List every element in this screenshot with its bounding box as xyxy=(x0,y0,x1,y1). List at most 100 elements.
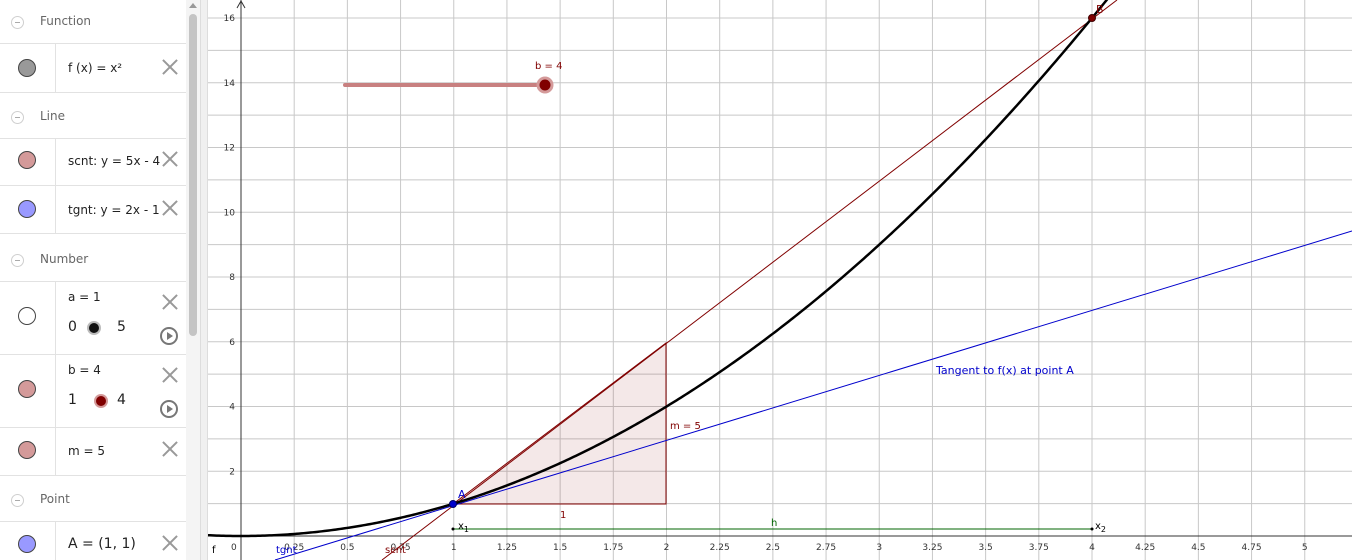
marker-cell xyxy=(0,428,56,475)
slider-b-point[interactable] xyxy=(536,76,554,94)
delete-icon[interactable] xyxy=(160,365,180,385)
collapse-icon[interactable] xyxy=(11,494,24,507)
marker-cell xyxy=(0,282,56,354)
delete-icon[interactable] xyxy=(160,292,180,312)
visibility-toggle-icon[interactable] xyxy=(18,380,36,398)
collapse-icon[interactable] xyxy=(11,254,24,267)
visibility-toggle-icon[interactable] xyxy=(18,151,36,169)
y-tick-labels: 2 4 6 8 10 12 14 16 xyxy=(224,14,236,477)
algebra-item-a[interactable]: a = 1 0 5 xyxy=(0,282,186,355)
x-tick-label: 0 xyxy=(231,543,237,553)
x-tick-label: 3.5 xyxy=(978,543,992,553)
f-label: f xyxy=(212,545,216,556)
y-tick-label: 12 xyxy=(224,144,235,154)
x-tick-label: 3.75 xyxy=(1029,543,1049,553)
algebra-item-scnt[interactable]: scnt: y = 5x - 4 xyxy=(0,139,186,186)
graphics-view[interactable]: 0 0.25 0.5 0.75 1 1.25 1.5 1.75 2 2.25 2.5 2.75 3 3.2… xyxy=(208,0,1352,560)
slope-triangle[interactable] xyxy=(451,341,667,505)
delete-icon[interactable] xyxy=(160,149,180,169)
scnt-label: scnt xyxy=(385,545,406,556)
collapse-icon[interactable] xyxy=(11,16,24,29)
x2-label: x2 xyxy=(1095,521,1106,534)
algebra-item-m[interactable]: m = 5 xyxy=(0,428,186,476)
visibility-toggle-icon[interactable] xyxy=(18,441,36,459)
visibility-toggle-icon[interactable] xyxy=(18,535,36,553)
group-title: Number xyxy=(40,252,89,266)
delete-icon[interactable] xyxy=(160,533,180,553)
marker-cell xyxy=(0,44,56,92)
x1-label: x1 xyxy=(458,521,469,534)
algebra-item-A[interactable]: A = (1, 1) xyxy=(0,522,186,560)
collapse-icon[interactable] xyxy=(11,111,24,124)
definition-text[interactable]: a = 1 xyxy=(68,290,101,304)
visibility-toggle-icon[interactable] xyxy=(18,307,36,325)
group-header-point[interactable]: Point xyxy=(0,478,186,522)
x-tick-label: 1 xyxy=(451,543,457,553)
y-tick-label: 10 xyxy=(224,208,236,218)
group-header-number[interactable]: Number xyxy=(0,238,186,282)
definition-text[interactable]: scnt: y = 5x - 4 xyxy=(68,154,161,168)
x-tick-label: 4.5 xyxy=(1191,543,1205,553)
marker-cell xyxy=(0,355,56,427)
visibility-toggle-icon[interactable] xyxy=(18,59,36,77)
group-title: Line xyxy=(40,109,66,123)
slider-max: 4 xyxy=(117,392,126,408)
scroll-thumb[interactable] xyxy=(189,14,197,336)
slider-max: 5 xyxy=(117,319,126,335)
y-tick-label: 4 xyxy=(229,403,235,413)
definition-text[interactable]: f (x) = x² xyxy=(68,61,123,75)
definition-text[interactable]: tgnt: y = 2x - 1 xyxy=(68,203,160,217)
algebra-view: Function f (x) = x² Line scnt: y = 5x - … xyxy=(0,0,187,560)
slider-a-knob[interactable] xyxy=(87,321,101,335)
x-tick-label: 2.75 xyxy=(816,543,836,553)
group-header-function[interactable]: Function xyxy=(0,0,186,44)
x-tick-label: 3 xyxy=(876,543,882,553)
x2-marker xyxy=(1090,527,1094,531)
definition-text[interactable]: b = 4 xyxy=(68,363,101,377)
x-tick-label: 2 xyxy=(664,543,670,553)
x-tick-label: 1.75 xyxy=(603,543,623,553)
x-tick-label: 4.75 xyxy=(1242,543,1262,553)
definition-text[interactable]: m = 5 xyxy=(68,444,106,458)
visibility-toggle-icon[interactable] xyxy=(18,200,36,218)
x-tick-label: 1.5 xyxy=(553,543,567,553)
y-tick-label: 6 xyxy=(229,338,235,348)
group-header-line[interactable]: Line xyxy=(0,95,186,139)
sidebar-scrollbar[interactable] xyxy=(186,0,200,560)
x-tick-label: 5 xyxy=(1302,543,1308,553)
slope-run-label: 1 xyxy=(560,510,566,521)
slope-m-label: m = 5 xyxy=(670,421,701,432)
group-title: Point xyxy=(40,492,70,506)
play-icon[interactable] xyxy=(160,400,178,418)
x-tick-label: 0.25 xyxy=(284,543,304,553)
definition-text[interactable]: A = (1, 1) xyxy=(68,536,136,552)
tgnt-label: tgnt xyxy=(276,545,297,556)
y-tick-label: 16 xyxy=(224,14,236,24)
y-axis-arrow-icon xyxy=(236,0,246,9)
delete-icon[interactable] xyxy=(160,57,180,77)
x-tick-label: 2.5 xyxy=(766,543,780,553)
secant-line-scnt[interactable] xyxy=(381,0,1118,560)
slider-b-label: b = 4 xyxy=(535,61,562,72)
x-tick-label: 1.25 xyxy=(497,543,517,553)
point-B[interactable] xyxy=(1088,14,1096,22)
x-tick-label: 2.25 xyxy=(710,543,730,553)
x-tick-label: 0.5 xyxy=(340,543,354,553)
play-icon[interactable] xyxy=(160,327,178,345)
x-tick-label: 3.25 xyxy=(922,543,942,553)
x-tick-label: 0.75 xyxy=(391,543,411,553)
delete-icon[interactable] xyxy=(160,439,180,459)
point-A[interactable] xyxy=(449,500,457,508)
algebra-item-tgnt[interactable]: tgnt: y = 2x - 1 xyxy=(0,186,186,234)
pane-divider[interactable] xyxy=(200,0,208,560)
function-curve-f[interactable] xyxy=(208,0,1109,538)
delete-icon[interactable] xyxy=(160,198,180,218)
algebra-item-f[interactable]: f (x) = x² xyxy=(0,44,186,93)
scroll-up-icon[interactable] xyxy=(189,3,197,8)
x-tick-labels: 0 0.25 0.5 0.75 1 1.25 1.5 1.75 2 2.25 2.5 2.75 3 3.2… xyxy=(231,543,1308,553)
tangent-caption: Tangent to f(x) at point A xyxy=(935,364,1074,377)
x-tick-label: 4 xyxy=(1089,543,1095,553)
tangent-line-tgnt[interactable] xyxy=(274,230,1352,560)
slider-b-knob[interactable] xyxy=(94,394,108,408)
algebra-item-b[interactable]: b = 4 1 4 xyxy=(0,355,186,428)
